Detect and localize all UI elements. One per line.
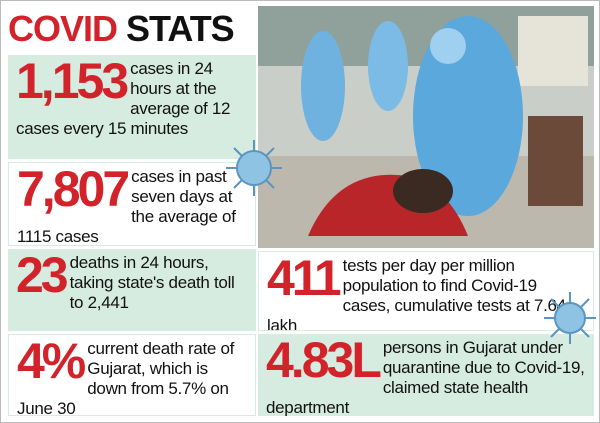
stat-text: persons in Gujarat under quarantine due … bbox=[266, 338, 585, 416]
stat-number: 23 bbox=[16, 249, 69, 303]
stat-number: 4% bbox=[17, 334, 86, 389]
virus-body bbox=[236, 150, 272, 186]
stat-box: 4% current death rate of Gujarat, which i… bbox=[8, 334, 256, 416]
stat-number: 4.83L bbox=[266, 334, 382, 388]
stat-box: 4.83L persons in Gujarat under quarantine… bbox=[258, 334, 594, 416]
virus-spikes bbox=[226, 140, 282, 196]
stat-text: tests per day per million population to … bbox=[267, 256, 566, 331]
photo-window bbox=[518, 16, 588, 86]
title-black: STATS bbox=[126, 8, 235, 49]
stat-box: 7,807 cases in past seven days at the ave… bbox=[8, 162, 256, 246]
stat-text: deaths in 24 hours, taking state's death… bbox=[69, 253, 235, 312]
photo-figure bbox=[368, 21, 408, 111]
stat-box: 411 tests per day per million population … bbox=[258, 251, 594, 331]
virus-icon bbox=[226, 140, 282, 196]
stat-text: cases in past seven days at the average … bbox=[17, 167, 236, 246]
photo bbox=[258, 6, 594, 248]
stat-box: 1,153 cases in 24 hours at the average of… bbox=[8, 55, 256, 159]
stat-number: 7,807 bbox=[17, 162, 130, 217]
photo-chair bbox=[528, 116, 583, 206]
virus-body bbox=[554, 302, 586, 334]
photo-head bbox=[430, 28, 466, 64]
photo-patient-head bbox=[393, 169, 453, 213]
stat-number: 411 bbox=[267, 251, 342, 306]
stat-text: cases in 24 hours at the average of 12 c… bbox=[16, 59, 231, 138]
virus-icon bbox=[544, 292, 596, 344]
title-red: COVID bbox=[8, 8, 118, 49]
virus-spikes bbox=[544, 292, 596, 344]
stat-text: current death rate of Gujarat, which is … bbox=[17, 339, 235, 416]
photo-figure bbox=[301, 31, 345, 141]
stat-box: 23 deaths in 24 hours, taking state's dea… bbox=[8, 249, 256, 331]
title: COVID STATS bbox=[8, 6, 256, 52]
photo-figure bbox=[413, 16, 523, 216]
stat-number: 1,153 bbox=[16, 55, 129, 109]
